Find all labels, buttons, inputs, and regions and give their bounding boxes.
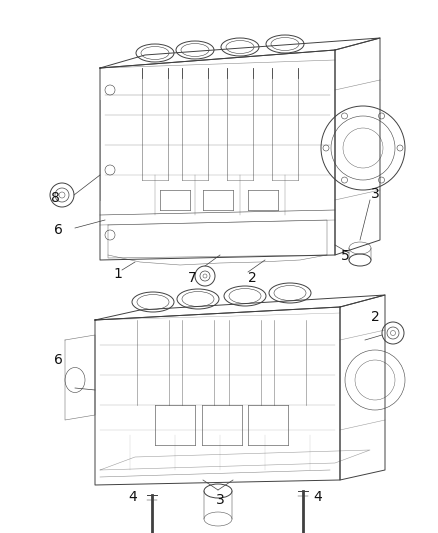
Text: 2: 2 xyxy=(247,271,256,285)
Text: 6: 6 xyxy=(53,223,63,237)
Text: 7: 7 xyxy=(187,271,196,285)
Text: 3: 3 xyxy=(215,493,224,507)
Text: 4: 4 xyxy=(129,490,138,504)
Text: 5: 5 xyxy=(341,249,350,263)
Text: 1: 1 xyxy=(113,267,123,281)
Text: 3: 3 xyxy=(371,187,379,201)
Text: 6: 6 xyxy=(53,353,63,367)
Text: 8: 8 xyxy=(50,191,60,205)
Text: 2: 2 xyxy=(371,310,379,324)
Text: 4: 4 xyxy=(314,490,322,504)
